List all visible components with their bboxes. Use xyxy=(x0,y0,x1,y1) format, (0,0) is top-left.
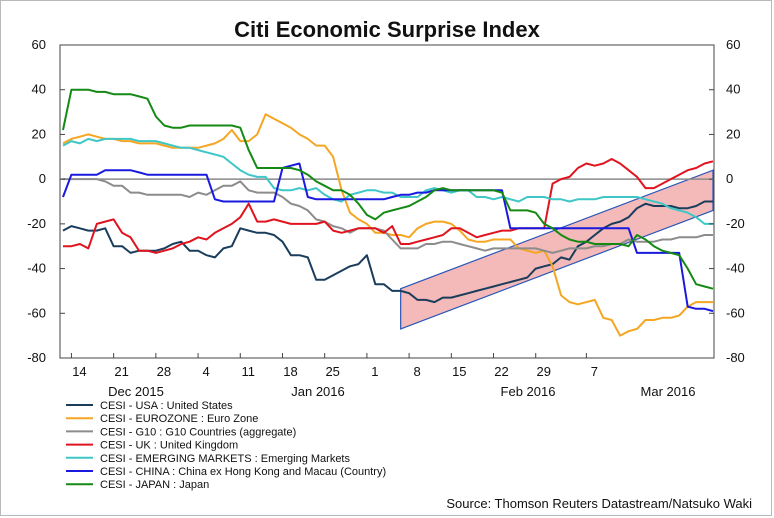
legend-entry: CESI - CHINA : China ex Hong Kong and Ma… xyxy=(100,466,386,478)
x-tick-label: 22 xyxy=(494,364,508,379)
y-tick-label-right: -80 xyxy=(726,350,745,365)
source-note: Source: Thomson Reuters Datastream/Natsu… xyxy=(446,496,752,511)
y-tick-label-left: -60 xyxy=(27,305,46,320)
y-tick-label-left: 0 xyxy=(39,171,46,186)
series-line-3 xyxy=(63,158,714,254)
y-tick-label-right: 60 xyxy=(726,37,740,52)
legend-entry: CESI - EMERGING MARKETS : Emerging Marke… xyxy=(100,453,350,465)
legend-entry: CESI - G10 : G10 Countries (aggregate) xyxy=(100,426,296,438)
y-tick-label-right: -40 xyxy=(726,261,745,276)
x-tick-label: 1 xyxy=(371,364,378,379)
plot-area xyxy=(59,44,715,359)
y-tick-label-left: 20 xyxy=(32,126,46,141)
month-label: Feb 2016 xyxy=(501,384,556,399)
x-tick-label: 28 xyxy=(157,364,171,379)
y-tick-label-right: -20 xyxy=(726,216,745,231)
y-tick-label-right: 0 xyxy=(726,171,733,186)
y-tick-label-left: -40 xyxy=(27,261,46,276)
x-tick-label: 15 xyxy=(452,364,466,379)
x-tick-label: 8 xyxy=(413,364,420,379)
trend-band xyxy=(400,169,714,330)
x-tick-label: 7 xyxy=(591,364,598,379)
x-tick-label: 25 xyxy=(325,364,339,379)
y-tick-label-right: 20 xyxy=(726,126,740,141)
series-line-6 xyxy=(62,88,714,290)
legend-entry: CESI - UK : United Kingdom xyxy=(100,440,238,452)
y-tick-label-left: 60 xyxy=(32,37,46,52)
x-tick-label: 18 xyxy=(283,364,297,379)
annotation-band-layer xyxy=(400,169,714,330)
y-tick-label-right: -60 xyxy=(726,305,745,320)
x-tick-label: 4 xyxy=(202,364,209,379)
chart-title: Citi Economic Surprise Index xyxy=(234,17,540,42)
series-layer xyxy=(62,88,714,337)
x-tick-label: 29 xyxy=(536,364,550,379)
y-tick-label-right: 40 xyxy=(726,82,740,97)
y-tick-label-left: -80 xyxy=(27,350,46,365)
legend-entry: CESI - USA : United States xyxy=(100,400,233,412)
y-tick-label-left: 40 xyxy=(32,82,46,97)
month-label: Mar 2016 xyxy=(641,384,696,399)
legend-entry: CESI - EUROZONE : Euro Zone xyxy=(100,413,258,425)
x-tick-label: 11 xyxy=(242,364,256,379)
x-tick-label: 21 xyxy=(114,364,128,379)
month-label: Jan 2016 xyxy=(291,384,345,399)
x-tick-label: 14 xyxy=(72,364,86,379)
y-axis-right: 60 40 20 0 -20 -40 -60 -80 xyxy=(709,37,745,365)
series-line-4 xyxy=(62,137,713,225)
series-line-5 xyxy=(62,162,714,313)
y-axis-left: 60 40 20 0 -20 -40 -60 -80 xyxy=(27,37,65,365)
legend-entry: CESI - JAPAN : Japan xyxy=(100,479,209,491)
y-tick-label-left: -20 xyxy=(27,216,46,231)
month-label: Dec 2015 xyxy=(108,384,164,399)
series-line-2 xyxy=(63,178,713,254)
